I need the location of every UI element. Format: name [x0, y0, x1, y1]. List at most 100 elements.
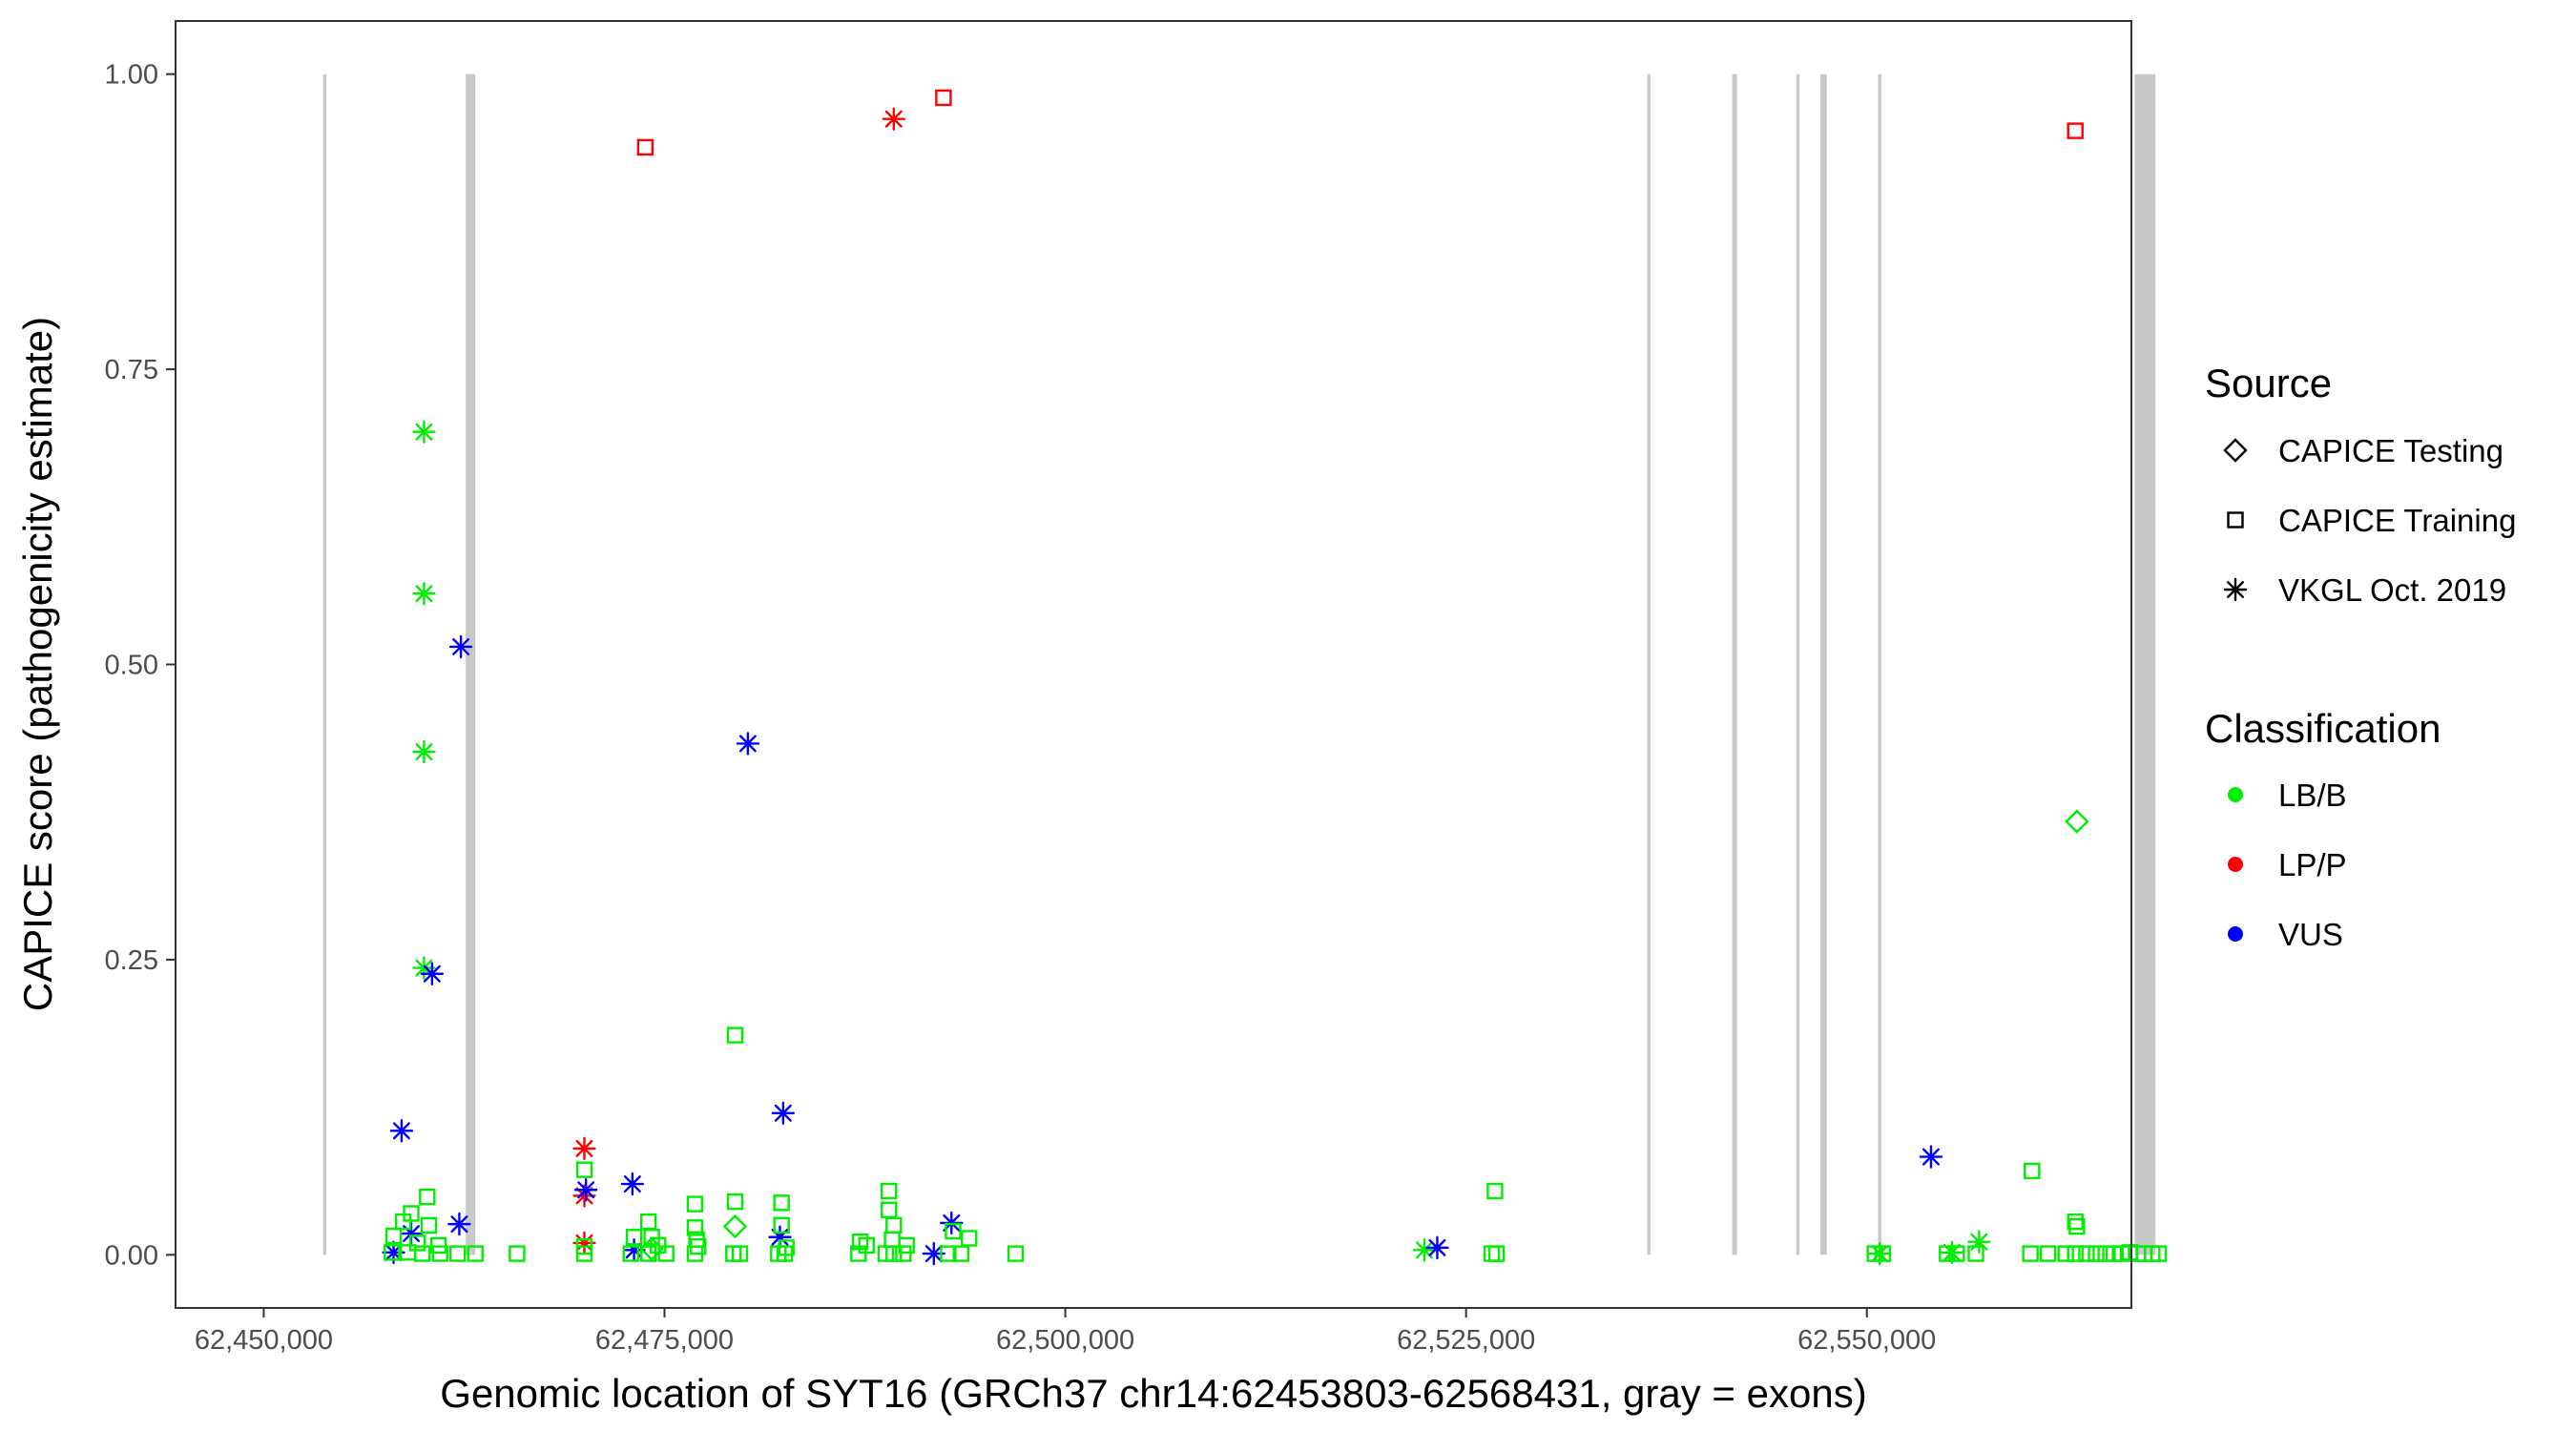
- data-point: [449, 1245, 467, 1262]
- data-point: [2057, 1245, 2074, 1262]
- data-point: [952, 1245, 970, 1262]
- exon-band: [1878, 73, 1881, 1255]
- data-point: [575, 1245, 593, 1262]
- y-axis-title: CAPICE score (pathogenicity estimate): [15, 317, 60, 1011]
- data-point: [1967, 1245, 1984, 1262]
- data-point: [686, 1219, 704, 1236]
- y-tick-label: 0.25: [105, 945, 158, 976]
- data-point: [622, 1245, 639, 1262]
- data-point: [922, 1241, 945, 1266]
- legend-source-key: [2223, 438, 2248, 463]
- data-point: [726, 1192, 744, 1211]
- legend: Source CAPICE Testing CAPICE Training VKGL…: [2205, 361, 2516, 952]
- legend-source-label: CAPICE Training: [2278, 503, 2516, 538]
- data-point: [2024, 1162, 2041, 1180]
- x-tick-label: 62,500,000: [996, 1325, 1134, 1356]
- data-point: [722, 1213, 748, 1239]
- legend-source-key: [2223, 577, 2248, 602]
- exon-band: [1647, 73, 1651, 1255]
- data-point: [448, 634, 473, 659]
- data-point: [1487, 1245, 1506, 1262]
- data-point: [572, 1184, 596, 1208]
- data-point: [771, 1101, 796, 1125]
- data-point: [945, 1222, 962, 1240]
- legend-classification-items: LB/B LP/P VUS: [2228, 778, 2347, 952]
- data-point: [625, 1229, 643, 1246]
- data-point: [572, 1231, 596, 1255]
- y-tick-label: 0.75: [105, 355, 158, 385]
- data-point: [389, 1119, 414, 1143]
- exon-band: [322, 73, 326, 1255]
- y-tick-label: 1.00: [105, 60, 158, 91]
- data-point: [881, 1182, 898, 1200]
- legend-class-label: VUS: [2278, 917, 2343, 952]
- y-tick-label: 0.00: [105, 1240, 158, 1271]
- exon-bands: [322, 73, 2156, 1255]
- data-point: [1007, 1245, 1025, 1262]
- data-point: [412, 582, 436, 606]
- data-point: [768, 1225, 792, 1249]
- data-point: [686, 1195, 704, 1213]
- y-tick-label: 0.50: [105, 651, 158, 681]
- x-axis-title: Genomic location of SYT16 (GRCh37 chr14:…: [440, 1371, 1866, 1416]
- data-point: [384, 1244, 401, 1261]
- data-point: [420, 962, 445, 985]
- legend-source-key: [2227, 511, 2244, 529]
- data-point: [620, 1172, 645, 1196]
- data-point: [420, 1216, 438, 1234]
- data-point: [726, 1027, 744, 1044]
- data-point: [447, 1212, 471, 1236]
- exon-band: [1796, 73, 1800, 1255]
- data-point: [1940, 1240, 1963, 1265]
- data-point: [409, 1234, 426, 1252]
- data-point: [2067, 122, 2084, 139]
- legend-source-label: CAPICE Testing: [2278, 433, 2503, 468]
- data-point: [1919, 1145, 1943, 1169]
- data-point: [895, 1245, 912, 1262]
- data-point: [2022, 1245, 2039, 1262]
- data-point: [2078, 1245, 2095, 1262]
- legend-classification-title: Classification: [2205, 706, 2441, 751]
- data-point: [394, 1213, 412, 1231]
- legend-class-key: [2228, 787, 2243, 802]
- data-point: [2067, 1245, 2084, 1262]
- x-tick-label: 62,550,000: [1797, 1325, 1936, 1356]
- exon-band: [2134, 73, 2156, 1255]
- data-point: [1867, 1241, 1892, 1266]
- data-point: [2039, 1245, 2057, 1262]
- legend-source-items: CAPICE Testing CAPICE Training VKGL Oct. 2…: [2223, 433, 2516, 608]
- data-point: [2065, 809, 2089, 834]
- data-point: [412, 739, 436, 764]
- data-point: [657, 1245, 675, 1262]
- data-point: [882, 107, 905, 131]
- data-point: [885, 1245, 903, 1262]
- data-point: [1412, 1238, 1437, 1262]
- exon-band: [1820, 73, 1827, 1255]
- data-point: [2150, 1245, 2168, 1262]
- data-point: [940, 1245, 957, 1262]
- data-point: [935, 89, 952, 107]
- data-point: [636, 138, 654, 156]
- data-point: [384, 1227, 403, 1245]
- data-point: [1425, 1235, 1449, 1260]
- data-point: [850, 1245, 867, 1262]
- y-axis: 0.00 0.25 0.50 0.75 1.00: [105, 60, 176, 1271]
- data-point: [736, 732, 760, 756]
- exon-band: [466, 73, 476, 1255]
- legend-class-label: LP/P: [2278, 847, 2347, 882]
- data-point: [1874, 1245, 1892, 1262]
- data-point: [575, 1161, 593, 1178]
- data-point: [2068, 1217, 2086, 1235]
- legend-source-title: Source: [2205, 361, 2332, 405]
- data-point: [639, 1245, 657, 1262]
- legend-class-key: [2228, 926, 2243, 942]
- data-point: [399, 1221, 424, 1246]
- data-point: [431, 1245, 448, 1262]
- data-point: [2088, 1245, 2105, 1262]
- data-point: [573, 1178, 598, 1202]
- data-point: [731, 1245, 749, 1262]
- x-tick-label: 62,475,000: [595, 1325, 734, 1356]
- data-point: [412, 956, 436, 980]
- data-point: [773, 1216, 790, 1234]
